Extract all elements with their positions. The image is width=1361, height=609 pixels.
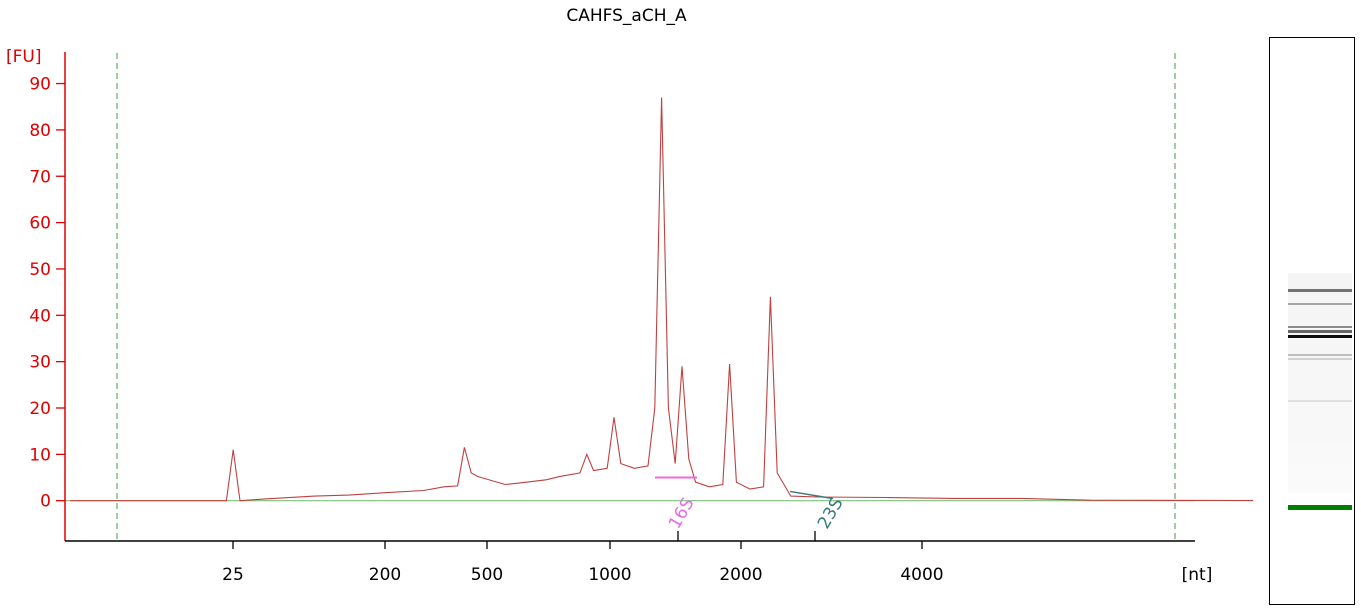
y-tick-label: 90 xyxy=(29,75,51,95)
chart-title: CAHFS_aCH_A xyxy=(566,6,687,26)
electropherogram-plot: [FU] 0 10 20 30 40 50 60 70 80 90 25 200 500 1000 2000 4… xyxy=(6,47,1253,585)
gel-band xyxy=(1288,399,1352,402)
y-tick-label: 40 xyxy=(29,306,51,326)
y-tick-label: 20 xyxy=(29,399,51,419)
gel-lower-marker-band xyxy=(1288,505,1352,510)
x-axis-label: [nt] xyxy=(1182,565,1213,585)
gel-band xyxy=(1288,335,1352,339)
gel-band xyxy=(1288,325,1352,328)
y-tick-label: 30 xyxy=(29,353,51,373)
x-tick-label: 4000 xyxy=(900,565,943,585)
y-tick-label: 80 xyxy=(29,121,51,141)
peak-23s-baseline xyxy=(789,490,833,500)
y-axis-label: [FU] xyxy=(6,47,42,67)
x-tick-label: 200 xyxy=(369,565,401,585)
y-tick-label: 70 xyxy=(29,167,51,187)
x-tick-label: 2000 xyxy=(719,565,762,585)
gel-smear xyxy=(1288,273,1352,493)
y-tick-label: 0 xyxy=(40,492,51,512)
gel-band xyxy=(1288,330,1352,334)
gel-band xyxy=(1288,353,1352,356)
y-tick-label: 50 xyxy=(29,260,51,280)
gel-band xyxy=(1288,288,1352,292)
gel-band xyxy=(1288,302,1352,305)
x-tick-label: 25 xyxy=(222,565,244,585)
x-tick-label: 500 xyxy=(471,565,503,585)
y-tick-label: 10 xyxy=(29,445,51,465)
y-tick-label: 60 xyxy=(29,214,51,234)
x-tick-label: 1000 xyxy=(588,565,631,585)
gel-image-lane xyxy=(1269,37,1355,605)
gel-band xyxy=(1288,358,1352,361)
trace-line xyxy=(70,97,1253,502)
